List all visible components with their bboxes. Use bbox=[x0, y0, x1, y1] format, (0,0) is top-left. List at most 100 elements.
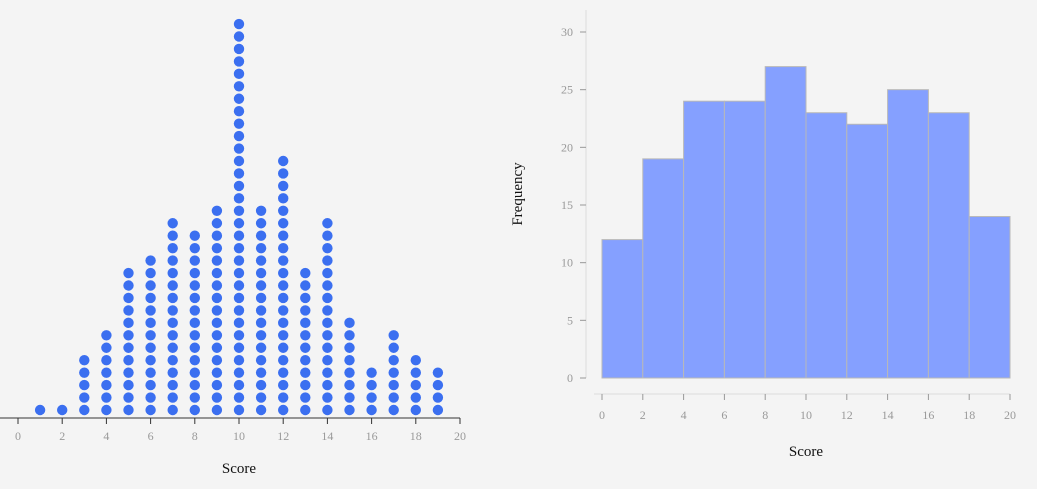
dot-plot-point bbox=[233, 68, 245, 80]
dot-plot-point bbox=[278, 193, 289, 204]
histogram-y-axis-title: Frequency bbox=[510, 162, 526, 226]
dot-plot-point bbox=[233, 168, 245, 179]
dot-plot-point bbox=[255, 330, 267, 341]
dot-plot-point bbox=[300, 317, 311, 329]
dot-plot-point bbox=[211, 255, 223, 266]
dot-plot-point bbox=[322, 392, 333, 403]
dot-plot-point bbox=[255, 292, 267, 304]
dot-plot-point bbox=[145, 305, 156, 316]
dot-plot-point bbox=[167, 330, 178, 341]
histogram-x-tick-label: 4 bbox=[681, 408, 687, 422]
dot-plot-point bbox=[322, 218, 333, 229]
dot-plot-point bbox=[255, 205, 267, 216]
dot-plot-point bbox=[278, 379, 289, 391]
dot-plot-point bbox=[322, 379, 333, 391]
dot-plot-point bbox=[167, 267, 178, 279]
dot-plot-point bbox=[344, 342, 355, 353]
histogram-bar bbox=[764, 66, 807, 379]
dot-plot-point bbox=[278, 392, 289, 403]
dot-plot-point bbox=[255, 280, 267, 291]
dot-plot-point bbox=[278, 168, 289, 179]
dot-plot-point bbox=[278, 230, 289, 241]
dot-plot-point bbox=[255, 367, 267, 378]
dot-plot-point bbox=[233, 367, 245, 378]
dot-plot-point bbox=[145, 342, 156, 353]
dot-plot-point bbox=[145, 292, 156, 304]
dot-plot-point bbox=[145, 255, 156, 266]
dot-plot-point bbox=[278, 180, 289, 192]
dot-plot-point bbox=[322, 280, 333, 291]
dot-plot-point bbox=[167, 317, 178, 329]
dot-plot-point bbox=[322, 230, 333, 241]
dot-plot-point bbox=[233, 155, 245, 167]
dot-plot-point bbox=[189, 280, 200, 291]
dot-plot-point bbox=[189, 355, 200, 366]
histogram-bar bbox=[642, 158, 685, 379]
dot-plot-point bbox=[366, 367, 377, 378]
dot-plot-point bbox=[233, 267, 245, 279]
dot-plot-point bbox=[211, 330, 223, 341]
dot-plot-point bbox=[278, 355, 289, 366]
dot-plot-x-tick-label: 16 bbox=[366, 429, 378, 443]
dot-plot-point bbox=[344, 330, 355, 341]
dot-plot-point bbox=[322, 255, 333, 266]
dot-plot-point bbox=[233, 355, 245, 366]
dot-plot-point bbox=[167, 379, 178, 391]
dot-plot-point bbox=[410, 392, 421, 403]
dot-plot-point bbox=[233, 180, 245, 192]
dot-plot-point bbox=[233, 56, 245, 67]
dot-plot-point bbox=[344, 392, 355, 403]
histogram-x-axis-title: Score bbox=[789, 444, 823, 460]
dot-plot-point bbox=[366, 392, 377, 403]
dot-plot-x-tick-label: 0 bbox=[15, 429, 21, 443]
dot-plot-point bbox=[322, 242, 333, 254]
dot-plot-point bbox=[123, 317, 134, 329]
dot-plot-point bbox=[123, 305, 134, 316]
dot-plot-point bbox=[300, 392, 311, 403]
dot-plot-point bbox=[167, 230, 178, 241]
dot-plot-point bbox=[123, 379, 134, 391]
dot-plot-point bbox=[79, 355, 90, 366]
histogram-x-tick-label: 2 bbox=[640, 408, 646, 422]
dot-plot-point bbox=[167, 242, 178, 254]
dot-plot-point bbox=[211, 379, 223, 391]
dot-plot-point bbox=[255, 355, 267, 366]
dot-plot-point bbox=[233, 317, 245, 329]
dot-plot-point bbox=[233, 392, 245, 403]
dot-plot-point bbox=[189, 330, 200, 341]
dot-plot-x-tick-label: 8 bbox=[192, 429, 198, 443]
dot-plot-point bbox=[278, 155, 289, 167]
dot-plot-point bbox=[366, 379, 377, 391]
dot-plot-point bbox=[432, 392, 444, 403]
dot-plot-point bbox=[167, 292, 178, 304]
dot-plot-point bbox=[211, 355, 223, 366]
dot-plot-point bbox=[278, 255, 289, 266]
dot-plot-point bbox=[255, 230, 267, 241]
dot-plot-point bbox=[300, 404, 311, 416]
dot-plot-point bbox=[211, 230, 223, 241]
dot-plot-point bbox=[101, 367, 112, 378]
histogram-chart: 0 5 10 15 20 25 30 0 2 4 6 8 10 12 14 16 18 20 Score Fre… bbox=[510, 10, 1016, 460]
histogram-x-tick-label: 6 bbox=[721, 408, 727, 422]
dot-plot-point bbox=[189, 292, 200, 304]
dot-plot-point bbox=[255, 267, 267, 279]
dot-plot-point bbox=[211, 280, 223, 291]
dot-plot-point bbox=[255, 392, 267, 403]
dot-plot-x-tick-label: 10 bbox=[233, 429, 245, 443]
dot-plot-point bbox=[344, 355, 355, 366]
dot-plot-point bbox=[145, 379, 156, 391]
dot-plot-point bbox=[233, 379, 245, 391]
dot-plot-point bbox=[167, 404, 178, 416]
dot-plot-point bbox=[101, 404, 112, 416]
dot-plot-point bbox=[101, 392, 112, 403]
dot-plot-point bbox=[145, 267, 156, 279]
dot-plot-point bbox=[101, 342, 112, 353]
dot-plot-point bbox=[167, 255, 178, 266]
dot-plot-point bbox=[278, 317, 289, 329]
dot-plot-point bbox=[189, 317, 200, 329]
dot-plot-point bbox=[189, 242, 200, 254]
dot-plot-point bbox=[278, 342, 289, 353]
dot-plot-point bbox=[233, 292, 245, 304]
dot-plot-point bbox=[233, 193, 245, 204]
